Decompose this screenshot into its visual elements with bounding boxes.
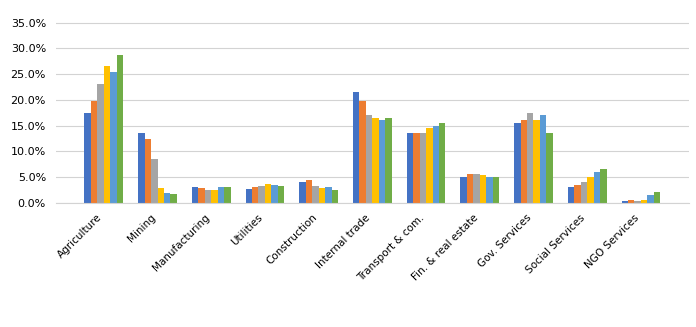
Bar <box>480 176 487 203</box>
Bar <box>299 182 306 203</box>
Bar <box>252 187 258 203</box>
Bar <box>647 195 654 203</box>
Bar <box>568 187 574 203</box>
Bar <box>406 133 413 203</box>
Bar <box>97 84 104 203</box>
Bar <box>467 174 473 203</box>
Bar <box>306 180 313 203</box>
Bar <box>265 184 271 203</box>
Bar <box>271 185 278 203</box>
Bar <box>205 190 211 203</box>
Bar <box>622 201 628 203</box>
Bar <box>439 123 445 203</box>
Bar <box>366 115 372 203</box>
Bar <box>628 200 635 203</box>
Bar <box>224 187 230 203</box>
Bar <box>432 126 439 203</box>
Bar <box>413 133 420 203</box>
Bar <box>319 188 325 203</box>
Bar <box>527 113 534 203</box>
Bar <box>493 177 499 203</box>
Bar <box>461 177 467 203</box>
Bar <box>278 186 284 203</box>
Bar <box>84 113 91 203</box>
Bar <box>379 120 386 203</box>
Bar <box>246 189 252 203</box>
Bar <box>487 177 493 203</box>
Bar <box>331 190 338 203</box>
Bar <box>574 185 580 203</box>
Bar <box>91 101 97 203</box>
Bar <box>635 201 641 203</box>
Bar <box>386 118 392 203</box>
Bar <box>198 188 205 203</box>
Bar <box>600 169 606 203</box>
Bar <box>420 133 426 203</box>
Bar <box>151 159 157 203</box>
Bar <box>171 194 177 203</box>
Bar <box>546 133 553 203</box>
Bar <box>540 115 546 203</box>
Bar <box>145 139 151 203</box>
Bar <box>426 128 432 203</box>
Bar <box>521 120 527 203</box>
Bar <box>654 193 661 203</box>
Bar <box>473 174 480 203</box>
Bar <box>594 172 600 203</box>
Bar <box>587 177 594 203</box>
Bar <box>104 66 110 203</box>
Bar <box>353 92 359 203</box>
Bar <box>580 182 587 203</box>
Bar <box>514 123 521 203</box>
Bar <box>534 120 540 203</box>
Bar <box>641 200 647 203</box>
Bar <box>117 55 123 203</box>
Bar <box>258 186 265 203</box>
Bar <box>139 133 145 203</box>
Bar <box>359 101 366 203</box>
Bar <box>313 186 319 203</box>
Bar <box>157 188 164 203</box>
Bar <box>325 187 331 203</box>
Bar <box>192 187 198 203</box>
Bar <box>211 190 218 203</box>
Bar <box>218 187 224 203</box>
Bar <box>164 194 171 203</box>
Bar <box>110 72 117 203</box>
Bar <box>372 118 379 203</box>
